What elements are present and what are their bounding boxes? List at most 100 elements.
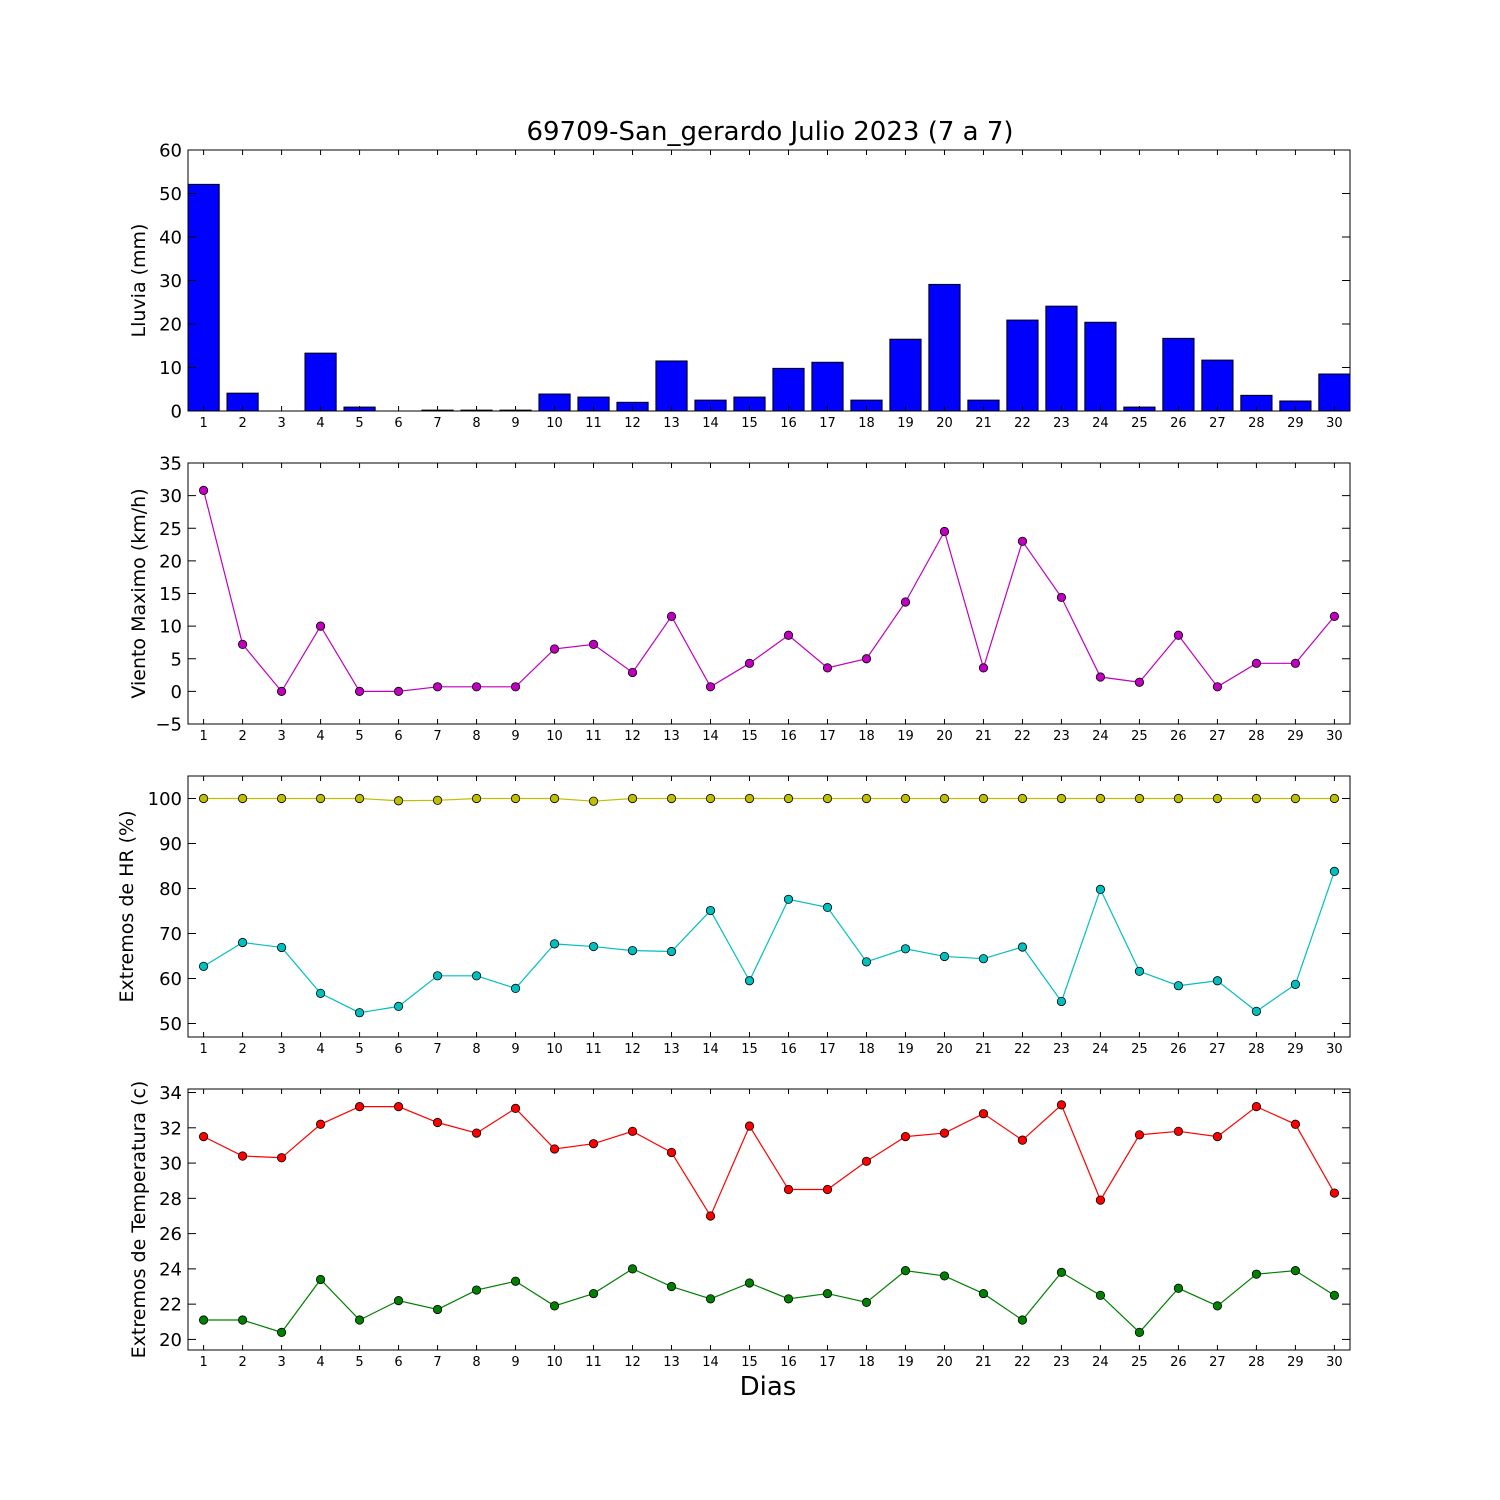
humidity-point xyxy=(1056,793,1067,804)
wind-y-tick-label: 20 xyxy=(159,551,182,572)
temperature-x-tick-label: 19 xyxy=(897,1355,914,1370)
temperature-y-axis-label: Extremos de Temperatura (c) xyxy=(128,1081,150,1359)
temperature-x-tick-label: 10 xyxy=(546,1355,563,1370)
wind-x-tick-label: 27 xyxy=(1209,729,1226,744)
wind-panel: 1 2 3 4 5 6 7 8 9 10 11 12 13 14 15 16 17 18 19 20 21 22 23 24 2… xyxy=(128,454,1351,744)
rainfall-y-tick-label: 0 xyxy=(171,402,182,423)
temperature-point xyxy=(627,1264,638,1274)
rainfall-x-tick-label: 3 xyxy=(277,416,285,431)
temperature-point xyxy=(1212,1132,1223,1142)
rainfall-x-tick-label: 9 xyxy=(511,416,519,431)
humidity-x-tick-label: 18 xyxy=(858,1042,875,1057)
rainfall-y-tick-label: 60 xyxy=(159,141,182,162)
humidity-point xyxy=(354,793,365,804)
rainfall-x-tick-label: 19 xyxy=(897,416,914,431)
temperature-point xyxy=(1134,1130,1145,1140)
temperature-point xyxy=(1290,1266,1301,1276)
humidity-point xyxy=(237,937,248,948)
temperature-point xyxy=(978,1109,989,1119)
temperature-point xyxy=(237,1315,248,1325)
temperature-axes-frame xyxy=(187,1088,1351,1351)
temperature-x-tick-label: 9 xyxy=(511,1355,519,1370)
humidity-point xyxy=(276,942,287,953)
rainfall-x-tick-label: 21 xyxy=(975,416,992,431)
humidity-point xyxy=(1329,793,1340,804)
temperature-point xyxy=(627,1126,638,1136)
wind-axes-frame xyxy=(187,462,1351,725)
rainfall-x-tick-label: 5 xyxy=(355,416,363,431)
humidity-point xyxy=(1329,866,1340,877)
wind-y-tick-label: 10 xyxy=(159,617,182,638)
rainfall-bar xyxy=(811,361,844,412)
humidity-point xyxy=(627,945,638,956)
humidity-point xyxy=(1290,979,1301,989)
wind-y-tick-label: 0 xyxy=(171,682,182,703)
humidity-x-tick-label: 14 xyxy=(702,1042,719,1057)
rainfall-x-tick-label: 7 xyxy=(433,416,441,431)
humidity-x-tick-label: 2 xyxy=(238,1042,246,1057)
wind-x-tick-label: 8 xyxy=(472,729,480,744)
temperature-point xyxy=(1134,1327,1145,1337)
temperature-x-tick-label: 23 xyxy=(1053,1355,1070,1370)
rainfall-y-tick-label: 10 xyxy=(159,358,182,379)
temperature-x-tick-label: 30 xyxy=(1326,1355,1343,1370)
wind-point xyxy=(1251,658,1262,668)
wind-point xyxy=(1017,536,1028,546)
temperature-y-tick-label: 26 xyxy=(159,1224,182,1245)
humidity-x-tick-label: 10 xyxy=(546,1042,563,1057)
temperature-point xyxy=(315,1119,326,1129)
temperature-y-tick-label: 34 xyxy=(159,1083,182,1104)
rainfall-bar xyxy=(928,283,961,412)
humidity-point xyxy=(666,946,677,957)
humidity-y-tick-label: 50 xyxy=(159,1014,182,1035)
rainfall-x-tick-label: 14 xyxy=(702,416,719,431)
humidity-x-tick-label: 30 xyxy=(1326,1042,1343,1057)
humidity-x-tick-label: 20 xyxy=(936,1042,953,1057)
humidity-x-tick-label: 7 xyxy=(433,1042,441,1057)
temperature-point xyxy=(1056,1100,1067,1110)
temperature-x-tick-label: 25 xyxy=(1131,1355,1148,1370)
temperature-point xyxy=(822,1184,833,1195)
wind-point xyxy=(1134,677,1145,687)
wind-x-tick-label: 4 xyxy=(316,729,324,744)
rainfall-bar xyxy=(1162,337,1195,412)
temperature-point xyxy=(471,1285,482,1295)
temperature-x-tick-label: 22 xyxy=(1014,1355,1031,1370)
rainfall-x-tick-label: 20 xyxy=(936,416,953,431)
rainfall-bar xyxy=(187,183,220,412)
wind-point xyxy=(822,663,833,673)
temperature-point xyxy=(1017,1315,1028,1325)
humidity-point xyxy=(393,796,404,806)
wind-y-tick-label: 5 xyxy=(171,649,182,670)
rainfall-y-axis-label: Lluvia (mm) xyxy=(128,224,150,338)
humidity-point xyxy=(861,793,872,804)
humidity-point xyxy=(978,954,989,964)
wind-x-tick-label: 2 xyxy=(238,729,246,744)
temperature-x-tick-label: 17 xyxy=(819,1355,836,1370)
temperature-point xyxy=(1017,1135,1028,1145)
temperature-point xyxy=(276,1153,287,1163)
humidity-point xyxy=(588,941,599,952)
wind-x-tick-label: 15 xyxy=(741,729,758,744)
rainfall-x-tick-label: 15 xyxy=(741,416,758,431)
rainfall-y-tick-label: 30 xyxy=(159,271,182,292)
rainfall-axes-frame xyxy=(187,149,1351,412)
wind-x-tick-label: 24 xyxy=(1092,729,1109,744)
rainfall-bar xyxy=(772,367,805,412)
wind-point xyxy=(627,667,638,678)
rainfall-x-tick-label: 26 xyxy=(1170,416,1187,431)
wind-point xyxy=(510,682,521,692)
wind-point xyxy=(198,485,209,496)
wind-point xyxy=(315,621,326,631)
humidity-x-tick-label: 27 xyxy=(1209,1042,1226,1057)
temperature-point xyxy=(939,1271,950,1281)
rainfall-y-tick-label: 50 xyxy=(159,184,182,205)
wind-x-tick-label: 25 xyxy=(1131,729,1148,744)
humidity-point xyxy=(276,793,287,804)
humidity-point xyxy=(1134,966,1145,976)
humidity-x-tick-label: 21 xyxy=(975,1042,992,1057)
rainfall-bar xyxy=(1084,321,1117,412)
wind-point xyxy=(939,526,950,537)
wind-x-tick-label: 19 xyxy=(897,729,914,744)
wind-x-tick-label: 21 xyxy=(975,729,992,744)
